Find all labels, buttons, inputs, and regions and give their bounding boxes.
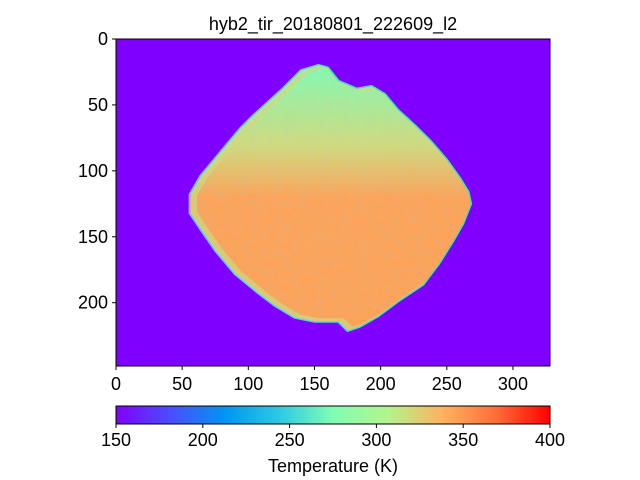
colorbar-tick-label: 350 — [448, 430, 478, 450]
y-axis: 0 50 100 150 200 — [78, 29, 116, 313]
y-tick-label: 0 — [98, 29, 108, 49]
x-tick-label: 300 — [498, 374, 528, 394]
x-tick-label: 100 — [233, 374, 263, 394]
colorbar-tick-label: 150 — [101, 430, 131, 450]
colorbar-tick-label: 400 — [535, 430, 565, 450]
plot-frame — [115, 38, 551, 367]
x-tick-label: 250 — [432, 374, 462, 394]
colorbar-tick-label: 200 — [188, 430, 218, 450]
y-tick-label: 50 — [88, 95, 108, 115]
colorbar — [115, 405, 551, 425]
y-tick-label: 100 — [78, 161, 108, 181]
x-tick-label: 200 — [366, 374, 396, 394]
x-tick-label: 0 — [111, 374, 121, 394]
y-tick-label: 200 — [78, 293, 108, 313]
colorbar-label: Temperature (K) — [268, 456, 398, 476]
x-tick-label: 50 — [172, 374, 192, 394]
chart-title: hyb2_tir_20180801_222609_l2 — [209, 14, 457, 35]
x-axis: 0 50 100 150 200 250 300 — [111, 366, 528, 394]
colorbar-axis: 150 200 250 300 350 400 — [101, 424, 565, 450]
y-tick-label: 150 — [78, 227, 108, 247]
heatmap-plot — [116, 39, 550, 366]
colorbar-tick-label: 300 — [361, 430, 391, 450]
x-tick-label: 150 — [299, 374, 329, 394]
colorbar-tick-label: 250 — [275, 430, 305, 450]
